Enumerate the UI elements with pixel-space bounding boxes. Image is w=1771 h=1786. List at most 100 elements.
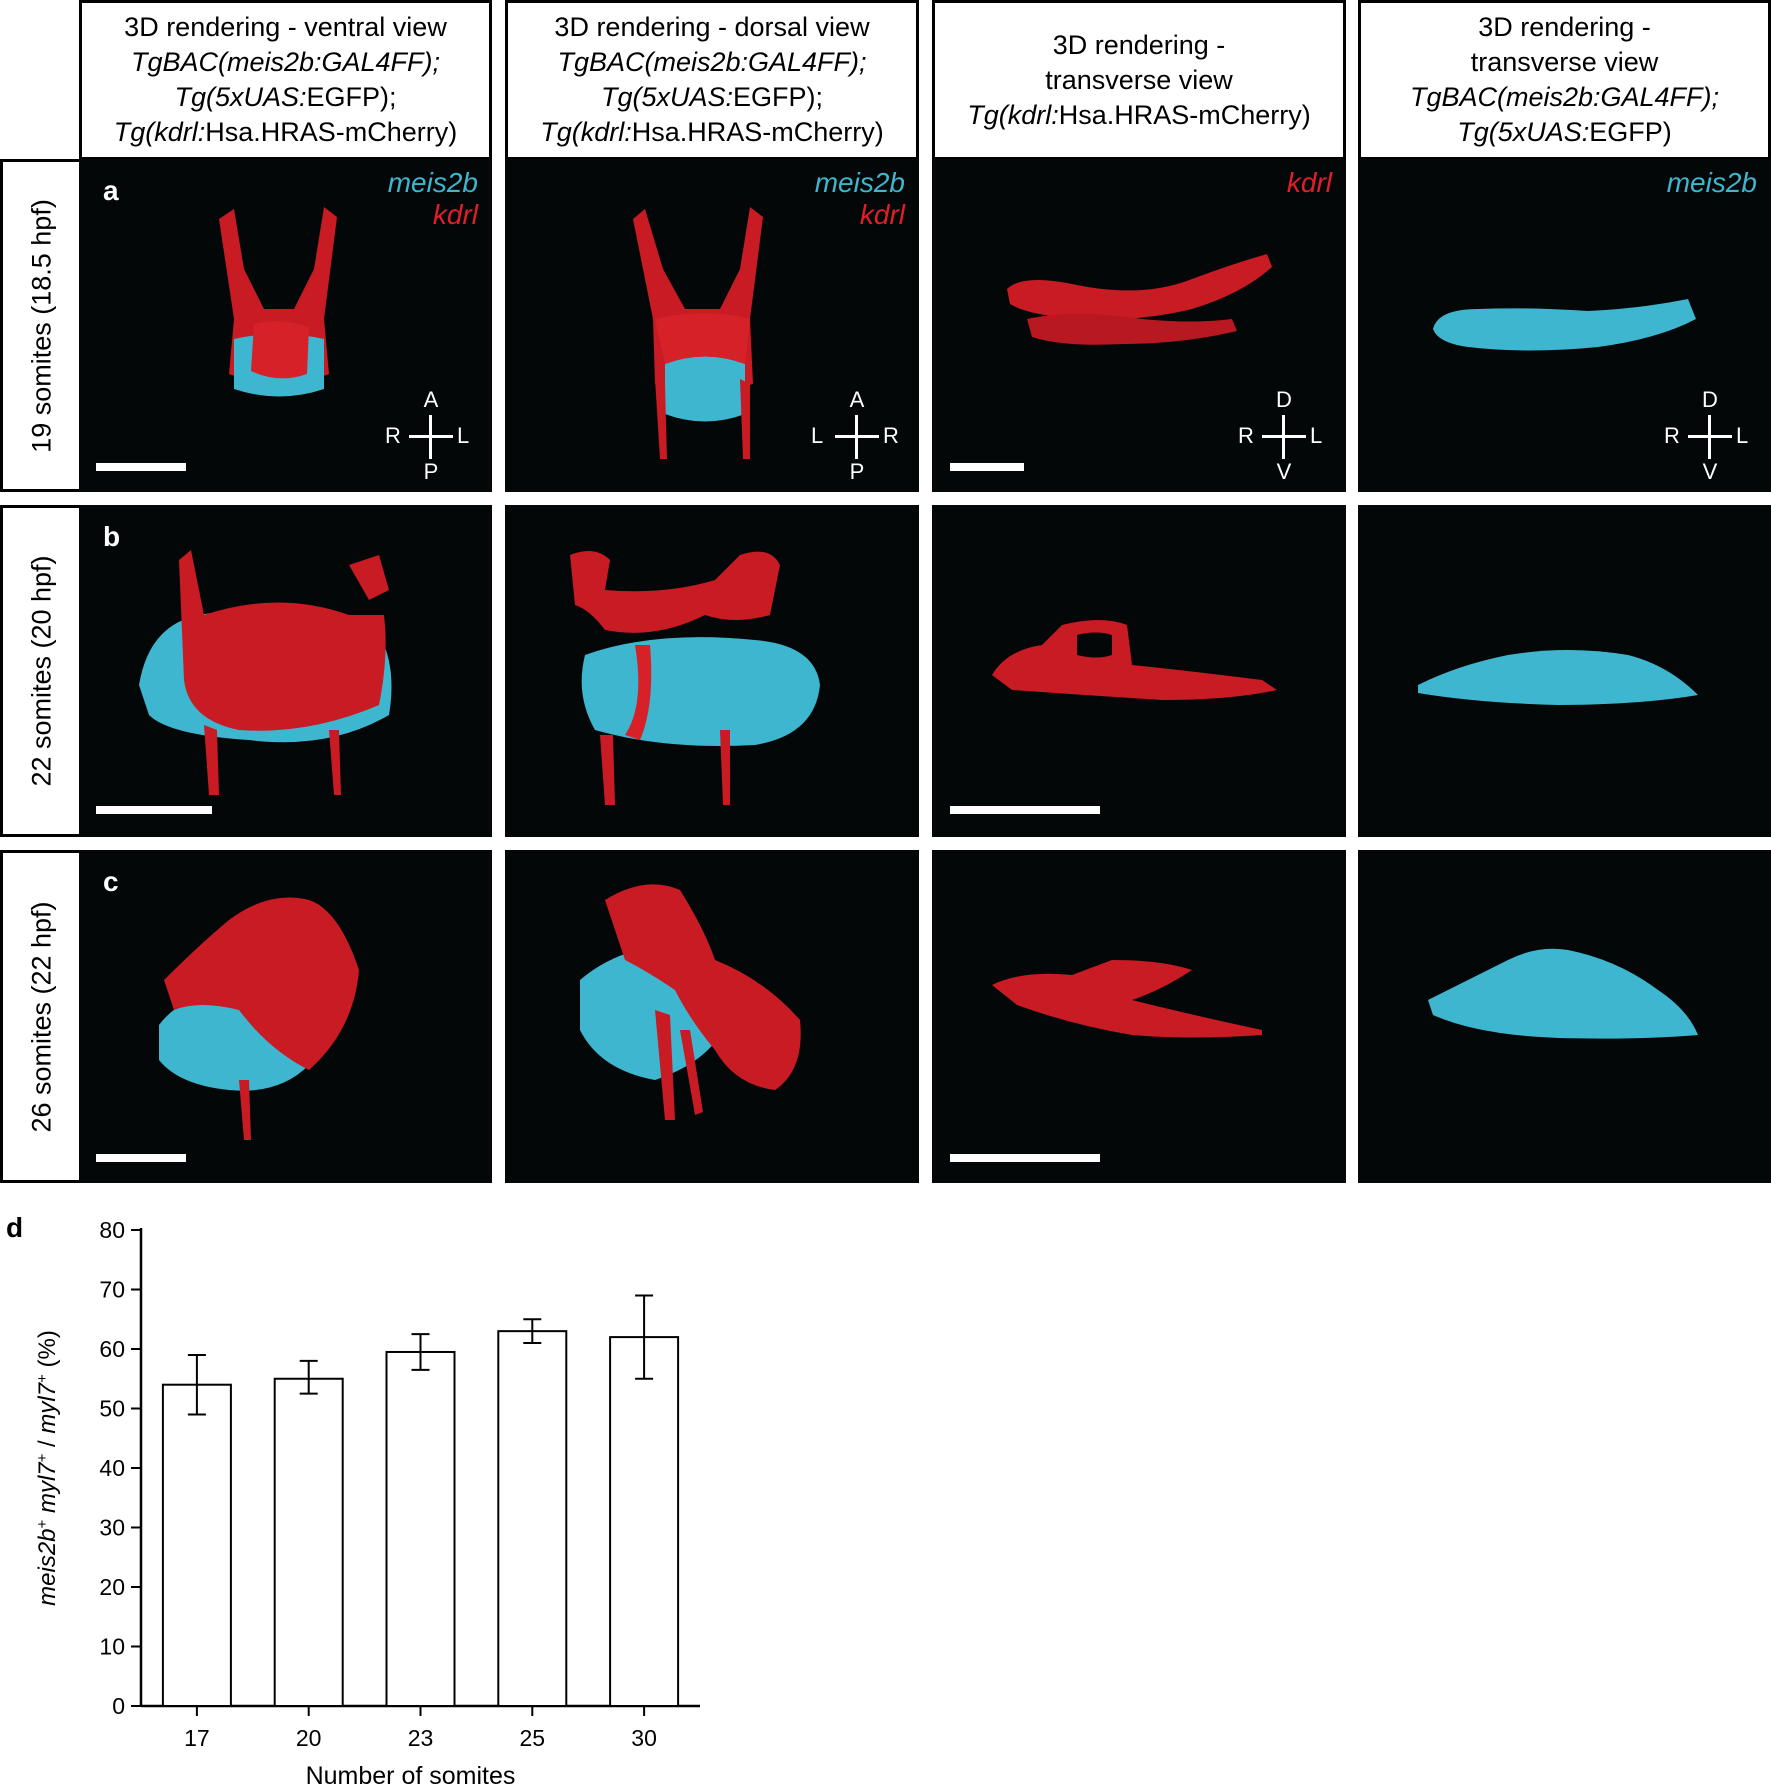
axis-label: V — [1702, 459, 1718, 484]
column-header-ventral: 3D rendering - ventral view TgBAC(meis2b… — [79, 0, 492, 160]
scale-bar — [96, 806, 212, 814]
column-header-transverse-kdrl: 3D rendering - transverse view Tg(kdrl:H… — [932, 0, 1346, 160]
panel-b-transverse-meis2b — [1358, 505, 1771, 837]
render-c-ventral — [159, 897, 359, 1140]
y-axis-label-part: + — [34, 1519, 51, 1528]
header-line: EGFP); — [733, 82, 824, 112]
legend: meis2b kdrl — [388, 167, 478, 231]
row-label-b: 22 somites (20 hpf) — [0, 505, 80, 837]
axis-label: D — [1276, 387, 1292, 412]
render-b-transverse-kdrl — [992, 620, 1277, 700]
y-tick-label: 30 — [99, 1515, 125, 1541]
header-line: transverse view — [1470, 47, 1659, 77]
y-axis-label: meis2b+ myl7+ / myl7+ (%) — [34, 1330, 62, 1606]
panel-letter: a — [103, 175, 119, 206]
header-line: Hsa.HRAS-mCherry) — [631, 117, 884, 147]
y-tick-label: 0 — [112, 1693, 125, 1719]
y-axis-label-part: meis2b — [34, 1528, 61, 1605]
y-tick-label: 20 — [99, 1574, 125, 1600]
render-b-transverse-meis2b — [1418, 650, 1698, 705]
header-line: 3D rendering - ventral view — [124, 12, 447, 42]
panel-c-transverse-meis2b — [1358, 850, 1771, 1183]
scale-bar — [950, 1154, 1100, 1162]
axis-label: L — [1310, 423, 1323, 448]
bar — [497, 1330, 568, 1707]
legend-kdrl: kdrl — [432, 199, 478, 230]
panel-c-transverse-kdrl — [932, 850, 1346, 1183]
legend-meis2b: meis2b — [387, 167, 478, 198]
render-c-transverse-kdrl — [992, 960, 1262, 1038]
header-line: Tg(kdrl: — [967, 99, 1059, 130]
axis-label: V — [1276, 459, 1292, 484]
y-tick-label: 50 — [99, 1396, 125, 1422]
legend: meis2b kdrl — [815, 167, 905, 231]
legend-kdrl: kdrl — [859, 199, 905, 230]
y-axis-label-part: myl7 — [34, 1461, 61, 1513]
bar-chart: 0 10 20 30 40 50 60 70 80 17 20 23 25 30 Number of som… — [34, 1217, 700, 1786]
bar — [161, 1383, 232, 1707]
panel-letter: c — [103, 866, 119, 897]
render-a-transverse-kdrl — [1007, 254, 1272, 345]
header-line: Tg(5xUAS: — [174, 82, 307, 112]
render-a-dorsal — [633, 207, 763, 459]
axis-label: R — [385, 423, 401, 448]
panel-c-ventral: c — [79, 850, 492, 1183]
header-line: Tg(5xUAS: — [600, 82, 734, 112]
y-tick-label: 70 — [99, 1277, 125, 1303]
row-label-c: 26 somites (22 hpf) — [0, 850, 80, 1183]
render-c-dorsal — [580, 884, 801, 1120]
axis-label: R — [1238, 423, 1254, 448]
orientation-axes: A P R L — [381, 387, 481, 487]
y-tick-label: 80 — [99, 1217, 125, 1243]
orientation-axes: D V R L — [1234, 387, 1334, 487]
row-label-text: 19 somites (18.5 hpf) — [26, 198, 56, 453]
header-line: Hsa.HRAS-mCherry) — [205, 117, 458, 147]
orientation-axes: D V R L — [1660, 387, 1760, 487]
panel-a-transverse-meis2b: meis2b D V R L — [1358, 159, 1771, 492]
y-axis-label-part: + — [34, 1453, 51, 1462]
panel-a-transverse-kdrl: kdrl D V R L — [932, 159, 1346, 492]
row-label-text: 26 somites (22 hpf) — [26, 900, 56, 1133]
x-tick-label: 17 — [184, 1725, 210, 1751]
y-tick-label: 40 — [99, 1455, 125, 1481]
header-line: EGFP); — [306, 82, 397, 112]
row-label-text: 22 somites (20 hpf) — [26, 555, 56, 787]
y-axis-label-part: + — [34, 1374, 51, 1383]
y-tick-label: 60 — [99, 1336, 125, 1362]
axis-label: P — [423, 459, 439, 484]
header-line: Hsa.HRAS-mCherry) — [1058, 99, 1311, 130]
header-line: TgBAC(meis2b:GAL4FF); — [130, 47, 441, 77]
render-b-ventral — [139, 550, 392, 795]
legend: kdrl — [1287, 167, 1332, 199]
header-line: TgBAC(meis2b:GAL4FF); — [557, 47, 867, 77]
header-line: EGFP) — [1589, 117, 1672, 147]
axis-label: R — [1664, 423, 1680, 448]
axis-label: R — [883, 423, 899, 448]
scale-bar — [96, 1154, 186, 1162]
y-axis-label-part — [34, 1513, 61, 1520]
panel-letter: b — [103, 521, 121, 552]
y-axis-label-part: / — [34, 1434, 61, 1454]
row-label-a: 19 somites (18.5 hpf) — [0, 159, 80, 492]
header-line: 3D rendering - — [1052, 29, 1226, 60]
y-axis-label-part: (%) — [34, 1330, 61, 1374]
scale-bar — [96, 463, 186, 471]
bar — [385, 1350, 456, 1707]
axis-label: L — [457, 423, 470, 448]
header-line: Tg(kdrl: — [113, 117, 206, 147]
bar — [609, 1336, 680, 1707]
render-a-transverse-meis2b — [1433, 299, 1696, 351]
legend-meis2b: meis2b — [814, 167, 905, 198]
panel-b-ventral: b — [79, 505, 492, 837]
header-line: Tg(kdrl: — [540, 117, 632, 147]
header-line: 3D rendering - — [1478, 12, 1651, 42]
legend: meis2b — [1667, 167, 1757, 199]
y-axis-label-part: myl7 — [34, 1381, 61, 1433]
legend-meis2b: meis2b — [1666, 167, 1757, 198]
panel-a-dorsal: meis2b kdrl A P L R — [505, 159, 919, 492]
panel-letter-d: d — [6, 1212, 24, 1243]
axis-label: A — [849, 387, 865, 412]
x-tick-label: 23 — [408, 1725, 434, 1751]
axis-label: L — [811, 423, 824, 448]
header-line: 3D rendering - dorsal view — [554, 12, 870, 42]
